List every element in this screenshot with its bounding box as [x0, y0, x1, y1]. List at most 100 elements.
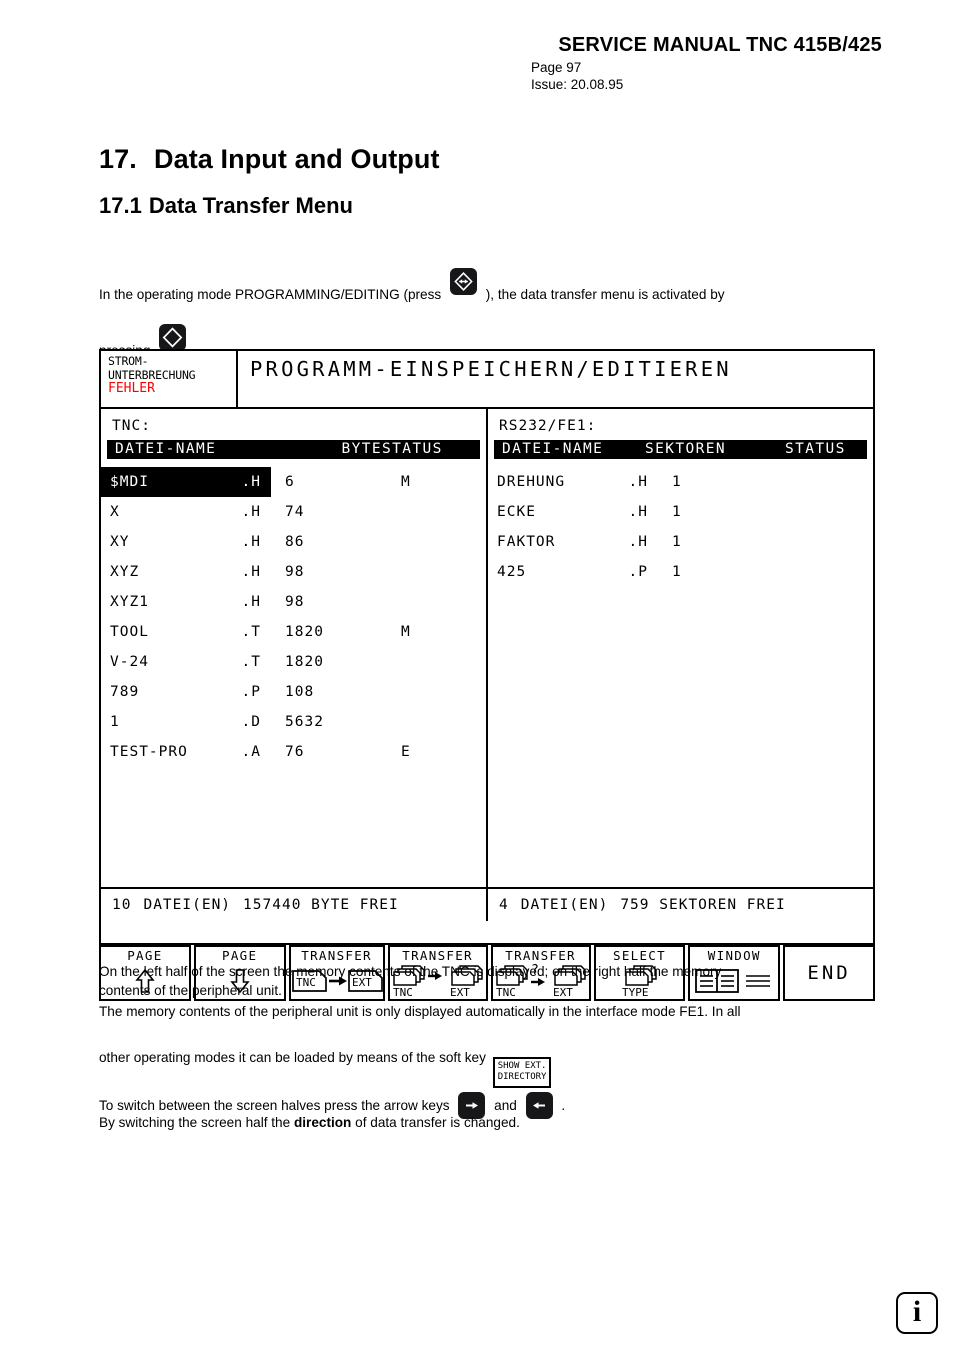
description-paragraph-3: other operating modes it can be loaded b…	[99, 1048, 799, 1088]
tnc-file-panel[interactable]: TNC: DATEI-NAME BYTE STATUS $MDI .H 6 M X .H 7…	[101, 409, 488, 887]
intro-text-a: In the operating mode PROGRAMMING/EDITIN…	[99, 287, 442, 302]
file-row[interactable]: 425 .P 1	[488, 557, 873, 587]
softkey-bar[interactable]: PAGE PAGE TRANSFER TNC EXT	[99, 945, 875, 1001]
tnc-screen: STROM- UNTERBRECHUNG FEHLER PROGRAMM-EIN…	[99, 349, 875, 945]
chapter-heading: 17. Data Input and Output	[99, 144, 440, 175]
file-extension: .T	[241, 624, 261, 640]
file-size: 1820	[285, 654, 324, 670]
softkey-select-type[interactable]: SELECT TYPE	[593, 945, 686, 1001]
ext-col-name: DATEI-NAME	[502, 441, 604, 457]
svg-text:EXT: EXT	[352, 976, 372, 989]
file-status: M	[401, 474, 411, 490]
file-extension: .P	[628, 564, 648, 580]
softkey-page-up[interactable]: PAGE	[99, 945, 191, 1001]
arrow-left-key-icon	[525, 1092, 553, 1119]
file-row[interactable]: $MDI .H 6 M	[101, 467, 486, 497]
file-row[interactable]: ECKE .H 1	[488, 497, 873, 527]
file-size: 1	[672, 504, 682, 520]
screen-body: TNC: DATEI-NAME BYTE STATUS $MDI .H 6 M X .H 7…	[101, 409, 873, 887]
file-size: 1	[672, 474, 682, 490]
file-extension: .H	[628, 534, 648, 550]
softkey-transfer-all-label: TRANSFER	[402, 948, 473, 963]
file-name: FAKTOR	[497, 534, 556, 550]
mode-line-1: STROM-	[108, 354, 149, 368]
file-status	[381, 677, 461, 707]
info-icon[interactable]: i	[896, 1292, 938, 1334]
ext-file-panel[interactable]: RS232/FE1: DATEI-NAME SEKTOREN STATUS DR…	[488, 409, 873, 887]
file-row[interactable]: DREHUNG .H 1	[488, 467, 873, 497]
ext-file-list[interactable]: DREHUNG .H 1 ECKE .H 1 FAKTOR .H 1 425 .P 1	[488, 467, 873, 587]
file-row[interactable]: TEST-PRO .A 76 E	[101, 737, 486, 767]
desc-1-line-2: contents of the peripheral unit.	[99, 983, 282, 998]
ext-file-count: 4	[499, 897, 509, 913]
file-size: 1820	[285, 624, 324, 640]
softkey-transfer-single[interactable]: TRANSFER TNC EXT	[288, 945, 385, 1001]
mode-line-2: UNTERBRECHUNG	[108, 367, 196, 382]
file-name: XYZ1	[110, 594, 149, 610]
file-name: V-24	[110, 654, 149, 670]
tnc-status-line: 10 DATEI(EN) 157440 BYTE FREI	[101, 889, 488, 921]
file-row[interactable]: FAKTOR .H 1	[488, 527, 873, 557]
files-tnc-to-ext-icon: TNC EXT	[390, 963, 486, 999]
softkey-page-up-label: PAGE	[127, 948, 163, 963]
arrow-right-key-icon	[458, 1092, 486, 1119]
file-size: 5632	[285, 714, 324, 730]
tnc-col-name: DATEI-NAME	[115, 441, 217, 457]
file-status	[381, 587, 461, 617]
file-row[interactable]: XYZ .H 98	[101, 557, 486, 587]
file-name: ECKE	[497, 504, 536, 520]
file-extension: .P	[241, 684, 261, 700]
file-name: 1	[110, 714, 120, 730]
svg-text:EXT: EXT	[450, 986, 470, 998]
softkey-end[interactable]: END	[783, 945, 875, 1001]
ext-status-line: 4 DATEI(EN) 759 SEKTOREN FREI	[488, 889, 873, 921]
section-heading: 17.1 Data Transfer Menu	[99, 193, 353, 219]
svg-text:TNC: TNC	[296, 976, 316, 989]
file-size: 6	[285, 474, 295, 490]
description-paragraph-2: The memory contents of the peripheral un…	[99, 1002, 884, 1021]
file-row[interactable]: XYZ1 .H 98	[101, 587, 486, 617]
tnc-device-label: TNC:	[101, 409, 486, 434]
file-row-name-cell: TOOL .T	[101, 617, 271, 647]
document-header: SERVICE MANUAL TNC 415B/425 Page 97 Issu…	[0, 34, 882, 92]
file-row-name-cell: XYZ .H	[101, 557, 271, 587]
file-extension: .T	[241, 654, 261, 670]
file-status	[768, 557, 848, 587]
description-paragraph-4: To switch between the screen halves pres…	[99, 1092, 799, 1119]
file-row-name-cell: X .H	[101, 497, 271, 527]
file-status: E	[401, 744, 411, 760]
file-row[interactable]: XY .H 86	[101, 527, 486, 557]
file-row[interactable]: TOOL .T 1820 M	[101, 617, 486, 647]
show-ext-dir-line-1: SHOW EXT.	[497, 1061, 547, 1071]
manual-title: SERVICE MANUAL TNC 415B/425	[558, 34, 882, 56]
tnc-device-name: TNC	[112, 418, 142, 434]
page-number: Page 97	[531, 60, 582, 75]
file-status	[768, 527, 848, 557]
softkey-page-down[interactable]: PAGE	[193, 945, 286, 1001]
file-size: 76	[285, 744, 305, 760]
file-row[interactable]: X .H 74	[101, 497, 486, 527]
file-size: 98	[285, 564, 305, 580]
intro-paragraph: In the operating mode PROGRAMMING/EDITIN…	[99, 268, 869, 360]
softkey-window[interactable]: WINDOW	[688, 945, 781, 1001]
ext-col-size: SEKTOREN	[645, 441, 727, 457]
file-status	[381, 527, 461, 557]
softkey-transfer-all[interactable]: TRANSFER TNC EXT	[387, 945, 488, 1001]
tnc-file-count: 10	[112, 897, 132, 913]
files-query-tnc-to-ext-icon: TNC ? EXT	[493, 963, 589, 999]
svg-text:TNC: TNC	[496, 986, 516, 998]
tnc-col-size: BYTE	[341, 441, 382, 457]
tnc-device-colon: :	[141, 418, 150, 434]
screen-header-bar: STROM- UNTERBRECHUNG FEHLER PROGRAMM-EIN…	[101, 351, 873, 409]
file-row[interactable]: V-24 .T 1820	[101, 647, 486, 677]
file-row[interactable]: 789 .P 108	[101, 677, 486, 707]
show-ext-directory-softkey[interactable]: SHOW EXT. DIRECTORY	[492, 1057, 552, 1088]
files-stack-icon: TYPE	[596, 963, 684, 999]
file-row[interactable]: 1 .D 5632	[101, 707, 486, 737]
tnc-file-list[interactable]: $MDI .H 6 M X .H 74 XY .H 86 XYZ .H 98 XYZ1 .H 98 TOOL .T…	[101, 467, 486, 767]
file-row-name-cell: ECKE .H	[488, 497, 658, 527]
svg-text:EXT: EXT	[553, 986, 573, 998]
issue-date: Issue: 20.08.95	[531, 77, 624, 92]
softkey-transfer-query[interactable]: TRANSFER TNC ?	[490, 945, 591, 1001]
file-status	[768, 467, 848, 497]
